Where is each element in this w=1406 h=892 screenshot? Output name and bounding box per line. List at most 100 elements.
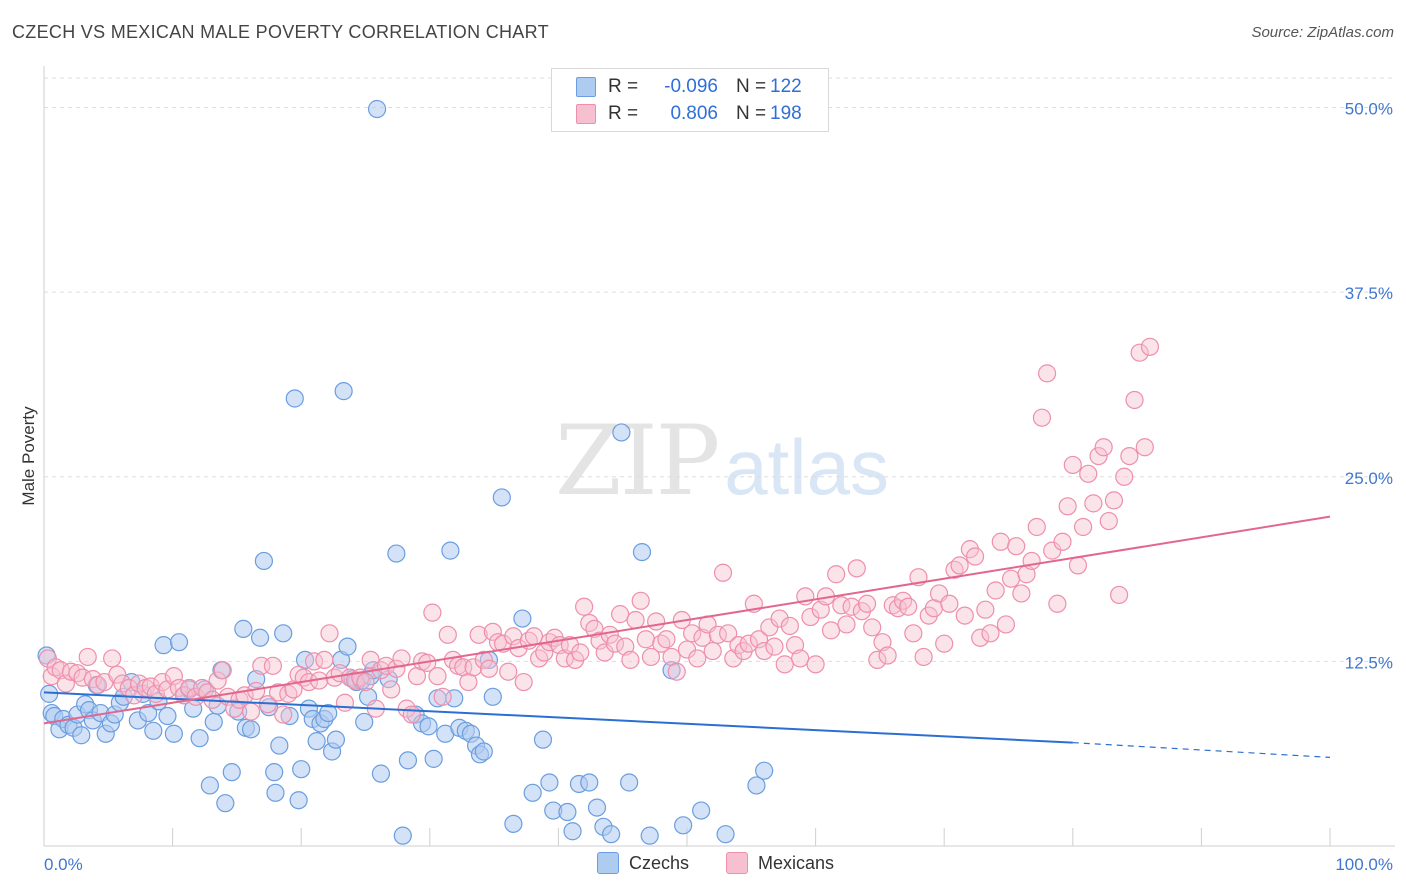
mexican-point [991, 532, 1010, 551]
y-axis-label: Male Poverty [19, 406, 38, 506]
mexican-point [1140, 337, 1160, 356]
mexican-point [108, 665, 127, 684]
mexican-point [397, 699, 416, 718]
czech-point [216, 794, 235, 813]
mexican-point [893, 591, 913, 610]
mexican-point [713, 563, 733, 582]
mexican-point [857, 594, 877, 613]
watermark: ZIPatlas [555, 405, 889, 517]
mexican-point [904, 624, 923, 643]
mexicans-trend-line [43, 515, 1331, 725]
mexican-point [78, 647, 97, 667]
mexican-point [402, 705, 421, 724]
czech-point [169, 633, 189, 652]
mexican-point [241, 702, 261, 721]
mexican-point [883, 596, 902, 615]
czech-point [533, 730, 553, 749]
czech-point [285, 389, 304, 408]
r-label: R = [608, 103, 639, 124]
tick-labels: 12.5% 25.0% 37.5% 50.0% 0.0% 100.0% Male Pover… [19, 100, 1393, 874]
r-value: 0.806 [670, 103, 718, 124]
mexican-point [1094, 438, 1113, 457]
mexican-point [56, 674, 75, 693]
mexican-point [1068, 556, 1088, 575]
mexican-point [1115, 467, 1134, 486]
mexican-point [611, 605, 630, 624]
czech-point [158, 706, 177, 726]
mexican-point [791, 649, 810, 668]
mexican-point [580, 613, 599, 633]
czech-point [474, 742, 493, 761]
mexican-point [590, 631, 609, 650]
mexican-point [755, 641, 774, 661]
mexican-point [878, 646, 897, 665]
mexican-point [571, 643, 590, 662]
mexican-point [208, 671, 227, 690]
czech-point [612, 423, 631, 442]
mexican-point [1120, 446, 1139, 466]
czech-point [424, 749, 443, 768]
czech-point [387, 544, 406, 563]
mexican-point [1079, 464, 1098, 483]
mexican-point [739, 634, 758, 653]
mexican-point [626, 610, 645, 630]
mexican-point [806, 655, 825, 674]
czech-point [139, 703, 158, 723]
watermark-atlas: atlas [724, 423, 889, 511]
czech-point [640, 826, 659, 845]
czech-point [367, 99, 387, 119]
czech-point [265, 763, 284, 782]
czech-point [154, 636, 173, 655]
mexican-point [164, 667, 183, 686]
mexican-point [356, 672, 375, 692]
legend-item-czechs[interactable]: Czechs [597, 852, 689, 874]
mexican-point [1125, 390, 1144, 410]
mexican-point [837, 615, 856, 634]
czech-point [326, 730, 346, 749]
correlation-legend: R = -0.096 N = 122 R = 0.806 N = 198 [551, 68, 829, 132]
chart-title: CZECH VS MEXICAN MALE POVERTY CORRELATIO… [12, 22, 549, 42]
mexican-point [1027, 517, 1046, 537]
mexican-point [61, 662, 81, 681]
czech-point [270, 736, 289, 755]
mexican-point [514, 672, 533, 692]
mexican-point [765, 637, 784, 656]
czech-point [222, 763, 241, 782]
mexican-point [667, 662, 686, 681]
czech-point [513, 609, 532, 628]
mexican-point [719, 624, 738, 643]
mexican-point [703, 641, 722, 661]
mexican-point [335, 693, 355, 712]
mexican-point [775, 655, 794, 674]
r-value: -0.096 [664, 76, 718, 97]
mexican-point [641, 647, 661, 667]
mexican-point [688, 649, 707, 668]
mexican-point [1058, 497, 1077, 516]
mexican-point [996, 615, 1016, 634]
czech-point [393, 826, 412, 845]
mexican-point [935, 634, 954, 653]
czech-point [558, 802, 577, 822]
legend-item-mexicans[interactable]: Mexicans [726, 852, 834, 874]
mexican-point [631, 591, 650, 610]
mexicans-legend-swatch [726, 852, 748, 874]
mexican-point [1099, 511, 1118, 531]
mexican-point [499, 662, 518, 681]
legend-row-czechs: R = -0.096 N = 122 [576, 74, 802, 100]
mexican-point [464, 658, 483, 677]
mexican-point [180, 678, 199, 698]
czech-point [747, 776, 766, 795]
mexican-point [1073, 517, 1093, 537]
x-tick-label-max: 100.0% [1335, 855, 1393, 874]
mexican-point [315, 650, 334, 670]
mexican-point [213, 661, 232, 680]
mexican-point [1037, 364, 1057, 383]
czech-point [355, 712, 374, 732]
mexican-point [647, 612, 666, 631]
czech-point [274, 624, 293, 643]
czech-point [72, 726, 91, 745]
mexican-point [1007, 537, 1026, 556]
y-tick-label: 37.5% [1345, 284, 1393, 303]
mexican-point [433, 687, 452, 706]
